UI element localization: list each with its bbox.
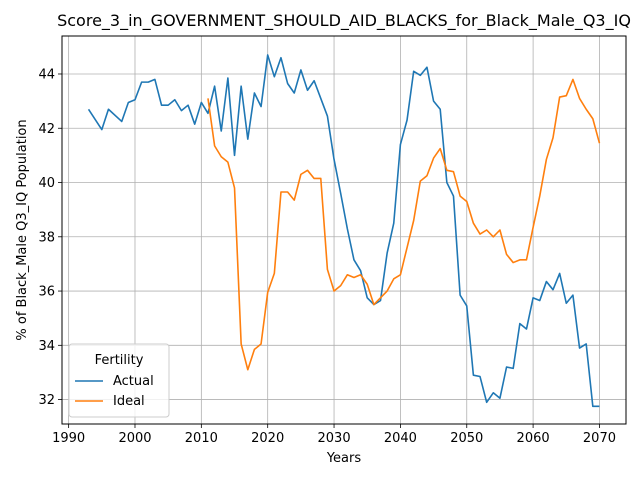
legend-label-actual: Actual — [113, 374, 154, 389]
x-tick-label: 2060 — [517, 431, 550, 446]
y-tick-label: 36 — [38, 285, 55, 300]
legend: Fertility Actual Ideal — [68, 343, 170, 418]
x-tick-label: 2010 — [185, 431, 218, 446]
x-tick-label: 2020 — [251, 431, 284, 446]
x-tick-label: 2000 — [118, 431, 151, 446]
y-tick-label: 32 — [38, 393, 55, 408]
ticks: 1990 2000 2010 2020 2030 2040 2050 2060 2070 32 34… — [38, 67, 616, 446]
y-tick-label: 40 — [38, 176, 55, 191]
y-tick-label: 44 — [38, 67, 55, 82]
legend-title: Fertility — [95, 353, 144, 368]
x-tick-label: 2040 — [384, 431, 417, 446]
legend-label-ideal: Ideal — [113, 394, 145, 409]
x-tick-label: 2050 — [450, 431, 483, 446]
x-tick-label: 2070 — [583, 431, 616, 446]
y-tick-label: 42 — [38, 122, 55, 137]
y-axis-title: % of Black_Male Q3_IQ Population — [15, 119, 30, 340]
series-line-ideal — [207, 78, 601, 371]
legend-box — [68, 343, 170, 418]
x-tick-label: 1990 — [52, 431, 85, 446]
chart-title: Score_3_in_GOVERNMENT_SHOULD_AID_BLACKS_… — [57, 11, 631, 31]
y-tick-label: 38 — [38, 230, 55, 245]
x-tick-label: 2030 — [318, 431, 351, 446]
series-line-actual — [87, 54, 600, 408]
series-layer — [87, 54, 601, 408]
y-tick-label: 34 — [38, 339, 55, 354]
x-axis-title: Years — [326, 451, 362, 466]
plot-frame — [61, 35, 627, 425]
